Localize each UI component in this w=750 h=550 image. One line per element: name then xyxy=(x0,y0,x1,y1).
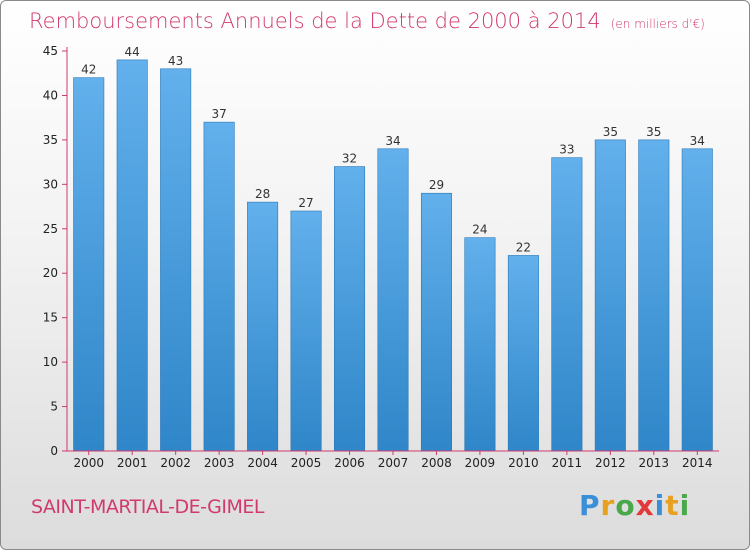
data-label-2011: 33 xyxy=(559,143,574,157)
bar-2008 xyxy=(420,192,452,452)
bar-2013 xyxy=(638,139,670,452)
chart-unit: (en milliers d'€) xyxy=(610,17,705,31)
x-tick-label-2012: 2012 xyxy=(595,456,626,470)
x-tick-label-2002: 2002 xyxy=(160,456,191,470)
logo-letter: i xyxy=(654,489,666,522)
bar-2005 xyxy=(290,210,322,452)
y-tick-label-10: 10 xyxy=(43,355,58,369)
data-label-2009: 24 xyxy=(472,223,487,237)
y-tick-label-45: 45 xyxy=(43,44,58,58)
data-label-2002: 43 xyxy=(168,54,183,68)
logo-letter: i xyxy=(679,489,691,522)
bar-2010 xyxy=(507,255,539,452)
data-label-2010: 22 xyxy=(516,240,531,254)
y-tick-label-0: 0 xyxy=(50,444,58,458)
chart-title-text: Remboursements Annuels de la Dette de 20… xyxy=(29,9,601,33)
bar-2012 xyxy=(594,139,626,452)
bar-2001 xyxy=(116,59,148,452)
x-tick-label-2009: 2009 xyxy=(465,456,496,470)
x-tick-label-2001: 2001 xyxy=(117,456,148,470)
x-tick-label-2006: 2006 xyxy=(334,456,365,470)
data-label-2004: 28 xyxy=(255,187,270,201)
bar-2002 xyxy=(160,68,192,452)
logo-letter: o xyxy=(615,489,636,522)
x-tick-label-2000: 2000 xyxy=(73,456,104,470)
x-tick-label-2004: 2004 xyxy=(247,456,278,470)
bar-2006 xyxy=(334,166,366,452)
x-tick-label-2005: 2005 xyxy=(291,456,322,470)
data-label-2008: 29 xyxy=(429,178,444,192)
chart-title: Remboursements Annuels de la Dette de 20… xyxy=(29,9,705,33)
x-tick-label-2011: 2011 xyxy=(552,456,583,470)
bar-2003 xyxy=(203,121,235,452)
y-tick-label-30: 30 xyxy=(43,177,58,191)
data-label-2012: 35 xyxy=(603,125,618,139)
data-label-2013: 35 xyxy=(646,125,661,139)
data-label-2001: 44 xyxy=(125,45,140,59)
y-tick-label-15: 15 xyxy=(43,311,58,325)
x-tick-label-2008: 2008 xyxy=(421,456,452,470)
x-tick-label-2010: 2010 xyxy=(508,456,539,470)
bar-2009 xyxy=(464,237,496,452)
y-tick-label-25: 25 xyxy=(43,222,58,236)
logo-letter: t xyxy=(665,489,680,522)
bar-2004 xyxy=(247,201,279,452)
y-tick-label-40: 40 xyxy=(43,88,58,102)
proxiti-logo: Proxiti xyxy=(579,489,690,522)
bar-2007 xyxy=(377,148,409,452)
logo-letter: x xyxy=(635,489,655,522)
x-tick-label-2007: 2007 xyxy=(378,456,409,470)
logo-letter: P xyxy=(579,489,601,522)
data-label-2014: 34 xyxy=(690,134,705,148)
data-label-2006: 32 xyxy=(342,152,357,166)
data-label-2000: 42 xyxy=(81,63,96,77)
bar-2014 xyxy=(681,148,713,452)
y-tick-label-5: 5 xyxy=(50,400,58,414)
logo-letter: r xyxy=(600,489,616,522)
x-tick-label-2014: 2014 xyxy=(682,456,713,470)
x-tick-label-2003: 2003 xyxy=(204,456,235,470)
bar-2011 xyxy=(551,157,583,452)
data-label-2005: 27 xyxy=(298,196,313,210)
y-tick-label-35: 35 xyxy=(43,133,58,147)
city-name: SAINT-MARTIAL-DE-GIMEL xyxy=(31,496,264,518)
data-label-2003: 37 xyxy=(211,107,226,121)
y-tick-label-20: 20 xyxy=(43,266,58,280)
x-tick-label-2013: 2013 xyxy=(639,456,670,470)
data-label-2007: 34 xyxy=(385,134,400,148)
bar-2000 xyxy=(73,77,105,452)
